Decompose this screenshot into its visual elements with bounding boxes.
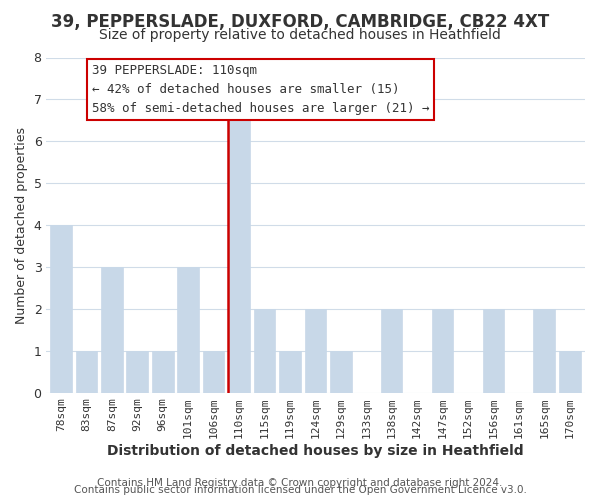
Bar: [203, 352, 224, 394]
Bar: [76, 352, 97, 394]
Bar: [533, 310, 555, 394]
Bar: [101, 268, 122, 394]
Bar: [228, 100, 250, 394]
Text: 39, PEPPERSLADE, DUXFORD, CAMBRIDGE, CB22 4XT: 39, PEPPERSLADE, DUXFORD, CAMBRIDGE, CB2…: [51, 12, 549, 30]
Bar: [178, 268, 199, 394]
Bar: [305, 310, 326, 394]
Text: Size of property relative to detached houses in Heathfield: Size of property relative to detached ho…: [99, 28, 501, 42]
Bar: [381, 310, 403, 394]
Bar: [482, 310, 504, 394]
Bar: [559, 352, 581, 394]
Bar: [50, 226, 72, 394]
Y-axis label: Number of detached properties: Number of detached properties: [15, 127, 28, 324]
Bar: [330, 352, 352, 394]
Text: Contains HM Land Registry data © Crown copyright and database right 2024.: Contains HM Land Registry data © Crown c…: [97, 478, 503, 488]
Bar: [152, 352, 173, 394]
X-axis label: Distribution of detached houses by size in Heathfield: Distribution of detached houses by size …: [107, 444, 524, 458]
Bar: [254, 310, 275, 394]
Bar: [279, 352, 301, 394]
Text: Contains public sector information licensed under the Open Government Licence v3: Contains public sector information licen…: [74, 485, 526, 495]
Bar: [432, 310, 454, 394]
Bar: [127, 352, 148, 394]
Text: 39 PEPPERSLADE: 110sqm
← 42% of detached houses are smaller (15)
58% of semi-det: 39 PEPPERSLADE: 110sqm ← 42% of detached…: [92, 64, 429, 115]
